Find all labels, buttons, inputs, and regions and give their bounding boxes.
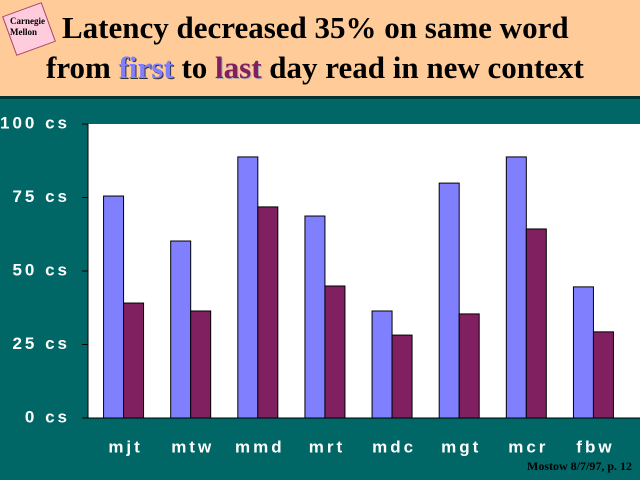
bar <box>592 331 614 419</box>
x-tick-label: fbw <box>576 437 614 456</box>
title-word: day read in new context <box>269 50 584 85</box>
bar <box>525 228 547 419</box>
bar <box>257 206 279 419</box>
title-word: to <box>181 50 208 85</box>
y-tick-label: 25 cs <box>12 334 70 353</box>
y-tick-label: 100 cs <box>0 113 70 132</box>
x-tick-label: mdc <box>372 437 416 456</box>
title-line: Latency decreased 35% on same word <box>62 10 569 45</box>
bar <box>505 156 527 419</box>
footer: Mostow 8/7/97, p. 12 <box>527 459 632 473</box>
title-line: from first to last day read in new conte… <box>46 50 584 86</box>
logo: Carnegie Mellon <box>10 16 45 37</box>
bar <box>324 285 346 419</box>
title-word: from <box>46 50 111 85</box>
x-tick-label: mcr <box>508 437 548 456</box>
bar <box>103 195 125 419</box>
title-word: first <box>118 50 174 85</box>
bar <box>170 240 192 419</box>
bar <box>237 156 259 419</box>
bar <box>458 313 480 419</box>
bar <box>190 310 212 419</box>
bar <box>304 215 326 419</box>
bar <box>371 310 393 419</box>
x-tick-label: mjt <box>108 437 143 456</box>
title-word: last <box>215 50 262 85</box>
header: Carnegie Mellon Latency decreased 35% on… <box>0 0 640 99</box>
bar <box>123 302 145 419</box>
x-tick-label: mmd <box>235 437 285 456</box>
bar <box>572 286 594 419</box>
x-tick-label: mrt <box>309 437 345 456</box>
y-tick-label: 50 cs <box>12 260 70 279</box>
bar <box>391 334 413 419</box>
y-tick-label: 75 cs <box>12 187 70 206</box>
y-tick-label: 0 cs <box>25 407 70 426</box>
bar <box>438 182 460 419</box>
x-tick-label: mtw <box>171 437 214 456</box>
x-tick-label: mgt <box>441 437 481 456</box>
